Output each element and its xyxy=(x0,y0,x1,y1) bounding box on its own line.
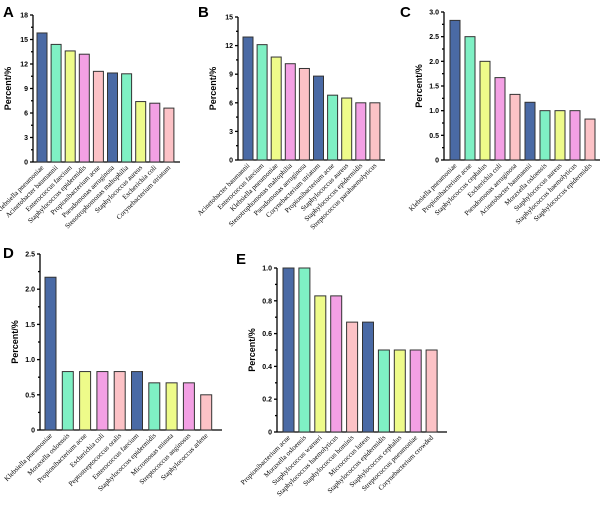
y-tick-label: 3 xyxy=(24,135,28,142)
y-tick-label: 2.5 xyxy=(429,34,439,41)
y-tick-label: 12 xyxy=(225,43,233,50)
bar xyxy=(284,63,296,161)
y-tick-label: 1.5 xyxy=(429,84,439,91)
bar xyxy=(163,107,175,163)
bar xyxy=(256,44,268,161)
bar xyxy=(554,110,566,161)
bar xyxy=(36,32,48,163)
bar xyxy=(449,19,461,161)
y-tick-label: 18 xyxy=(20,13,28,20)
y-tick-label: 12 xyxy=(20,62,28,69)
y-tick-label: 9 xyxy=(229,72,233,79)
y-tick-label: 0 xyxy=(268,430,272,437)
bar xyxy=(569,110,581,161)
y-tick-label: 0.8 xyxy=(262,298,272,305)
bar xyxy=(200,394,213,431)
bar xyxy=(79,371,92,431)
bar xyxy=(182,382,195,431)
bar xyxy=(369,102,381,161)
bar xyxy=(64,50,76,163)
panel-c: C00.51.01.52.02.53.0Percent/%Klebsiella … xyxy=(400,4,600,226)
panel-letter: C xyxy=(400,4,411,21)
bar xyxy=(135,101,147,163)
bar xyxy=(584,118,596,161)
panel-e: E00.20.40.60.81.0Percent/%Propionibacter… xyxy=(236,251,447,498)
bar xyxy=(78,53,90,163)
bar xyxy=(539,110,551,161)
bar xyxy=(107,72,118,163)
bar xyxy=(330,295,343,433)
y-tick-label: 9 xyxy=(24,86,28,93)
bar xyxy=(355,102,367,161)
y-tick-label: 15 xyxy=(225,15,233,22)
bar xyxy=(242,36,254,161)
bar xyxy=(377,349,390,433)
y-tick-label: 6 xyxy=(229,100,233,107)
y-tick-label: 0.5 xyxy=(25,392,35,399)
bar xyxy=(121,73,133,163)
bar xyxy=(314,295,327,433)
bar xyxy=(148,382,161,431)
bar xyxy=(346,321,359,433)
bar xyxy=(113,371,126,431)
y-tick-label: 3 xyxy=(229,129,233,136)
y-axis-label: Percent/% xyxy=(247,328,257,372)
bar xyxy=(313,75,324,161)
y-axis-label: Percent/% xyxy=(414,64,424,108)
bar xyxy=(149,102,161,163)
y-tick-label: 1.0 xyxy=(25,357,35,364)
panel-letter: E xyxy=(236,251,246,268)
y-tick-label: 2.0 xyxy=(25,287,35,294)
y-tick-label: 2.5 xyxy=(25,252,35,259)
panel-letter: A xyxy=(3,4,14,21)
panel-letter: B xyxy=(198,4,209,21)
y-tick-label: 1.0 xyxy=(262,266,272,273)
bar xyxy=(61,371,74,431)
bar xyxy=(44,276,57,431)
y-tick-label: 6 xyxy=(24,111,28,118)
bar xyxy=(270,56,282,161)
y-tick-label: 0.2 xyxy=(262,397,272,404)
panel-letter: D xyxy=(3,245,14,262)
bar xyxy=(509,93,521,161)
y-tick-label: 0 xyxy=(31,428,35,435)
bar xyxy=(409,349,422,433)
y-tick-label: 1.0 xyxy=(429,108,439,115)
y-axis-label: Percent/% xyxy=(208,67,218,111)
y-tick-label: 3.0 xyxy=(429,10,439,17)
bar xyxy=(494,77,506,161)
y-tick-label: 1.5 xyxy=(25,322,35,329)
bar xyxy=(96,371,109,431)
bar xyxy=(50,43,62,163)
y-tick-label: 2.0 xyxy=(429,59,439,66)
bar xyxy=(393,349,406,433)
y-tick-label: 0 xyxy=(24,160,28,167)
bar xyxy=(298,67,310,161)
y-axis-label: Percent/% xyxy=(3,67,13,111)
bar xyxy=(131,371,143,431)
bar xyxy=(298,267,311,433)
y-tick-label: 0.5 xyxy=(429,133,439,140)
bar xyxy=(524,101,536,161)
y-axis-label: Percent/% xyxy=(10,320,20,364)
bar xyxy=(464,36,476,161)
y-tick-label: 0.6 xyxy=(262,331,272,338)
bar xyxy=(327,94,339,161)
bar xyxy=(425,349,438,433)
bar xyxy=(479,60,491,161)
bar xyxy=(362,321,374,433)
bar xyxy=(341,97,353,161)
y-tick-label: 0 xyxy=(229,158,233,165)
bar xyxy=(282,267,295,433)
bar xyxy=(92,70,104,163)
y-tick-label: 0 xyxy=(435,158,439,165)
y-tick-label: 15 xyxy=(20,37,28,44)
bar xyxy=(165,382,178,431)
y-tick-label: 0.4 xyxy=(262,364,272,371)
